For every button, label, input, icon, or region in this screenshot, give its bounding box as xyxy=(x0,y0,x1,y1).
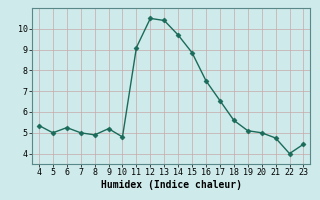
X-axis label: Humidex (Indice chaleur): Humidex (Indice chaleur) xyxy=(101,180,242,190)
